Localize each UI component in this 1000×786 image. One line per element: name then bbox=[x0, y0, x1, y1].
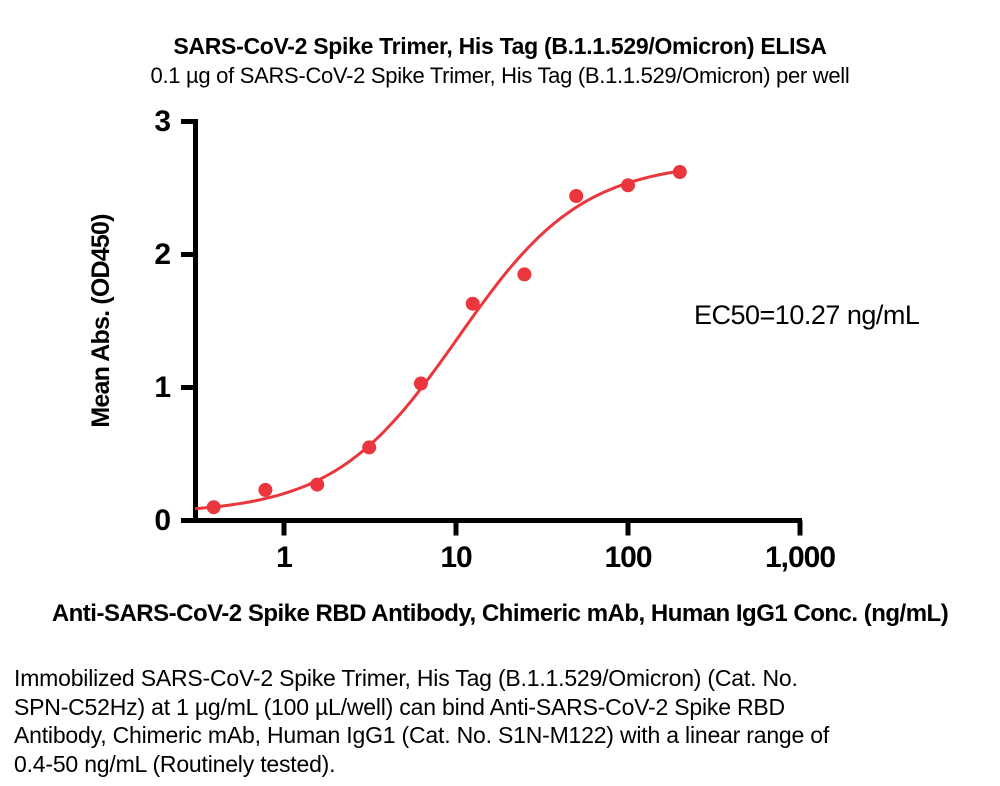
chart-title: SARS-CoV-2 Spike Trimer, His Tag (B.1.1.… bbox=[173, 33, 827, 59]
data-point bbox=[206, 500, 221, 515]
data-point bbox=[413, 376, 428, 391]
caption-line: SPN-C52Hz) at 1 µg/mL (100 µL/well) can … bbox=[14, 693, 785, 720]
data-point bbox=[362, 440, 377, 455]
x-tick-label: 10 bbox=[440, 541, 472, 574]
fit-curve bbox=[194, 169, 681, 511]
data-point bbox=[517, 267, 532, 282]
x-tick-label: 100 bbox=[604, 541, 652, 574]
caption-line: 0.4-50 ng/mL (Routinely tested). bbox=[14, 750, 336, 777]
y-tick-label: 2 bbox=[154, 237, 171, 271]
data-point bbox=[569, 189, 584, 203]
plot-area: Mean Abs. (OD450) EC50=10.27 ng/mL Anti-… bbox=[51, 104, 949, 628]
y-tick-label: 3 bbox=[154, 104, 171, 138]
ec50-annotation: EC50=10.27 ng/mL bbox=[694, 300, 920, 330]
x-tick-label: 1,000 bbox=[764, 541, 836, 574]
data-point bbox=[465, 296, 480, 311]
x-axis-label: Anti-SARS-CoV-2 Spike RBD Antibody, Chim… bbox=[51, 600, 949, 627]
data-point bbox=[672, 165, 687, 179]
figure-caption: Immobilized SARS-CoV-2 Spike Trimer, His… bbox=[14, 664, 974, 778]
data-point bbox=[258, 482, 273, 497]
y-axis-label: Mean Abs. (OD450) bbox=[87, 214, 115, 428]
caption-line: Immobilized SARS-CoV-2 Spike Trimer, His… bbox=[14, 665, 798, 691]
plot-canvas bbox=[181, 119, 803, 536]
data-point bbox=[621, 178, 635, 193]
y-tick-label: 1 bbox=[154, 370, 171, 404]
data-point bbox=[310, 477, 325, 492]
x-tick-label: 1 bbox=[276, 541, 293, 574]
chart-subtitle: 0.1 µg of SARS-CoV-2 Spike Trimer, His T… bbox=[150, 63, 850, 88]
y-tick-label: 0 bbox=[154, 503, 171, 537]
caption-line: Antibody, Chimeric mAb, Human IgG1 (Cat.… bbox=[14, 722, 830, 748]
